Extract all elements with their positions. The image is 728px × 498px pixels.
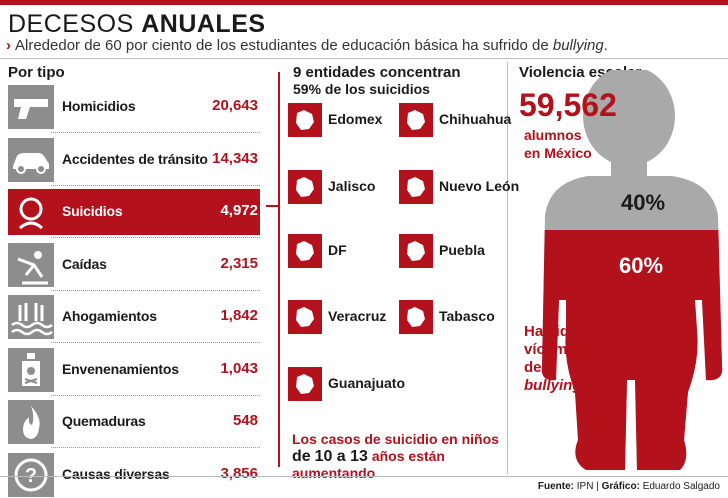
- source-credit: Fuente: IPN | Gráfico: Eduardo Salgado: [537, 481, 720, 492]
- state-name: Jalisco: [328, 178, 376, 194]
- note-line2-post: años están aumentando: [292, 448, 445, 481]
- violence-unit-1: alumnos: [524, 127, 582, 143]
- state-map-icon: [288, 170, 322, 204]
- row-divider: [51, 132, 260, 133]
- row-value: 2,315: [220, 254, 258, 272]
- state-name: Chihuahua: [439, 111, 512, 127]
- row-value: 14,343: [212, 149, 258, 167]
- question-icon: ?: [8, 452, 54, 497]
- subtitle: › Alrededor de 60 por ciento de los estud…: [6, 37, 608, 54]
- subtitle-end: .: [603, 37, 608, 54]
- pct-40-label: 40%: [621, 190, 666, 215]
- state-map-icon: [288, 367, 322, 401]
- violence-unit: alumnos en México: [524, 126, 634, 162]
- note-line2-pre: de: [292, 448, 311, 465]
- head-icon: [8, 190, 54, 234]
- row-label: Homicidios: [62, 98, 136, 114]
- credit-value: Eduardo Salgado: [642, 481, 720, 492]
- header-divider: [0, 58, 728, 59]
- states-heading-2: 59% de los suicidios: [293, 81, 430, 97]
- row-homicidios: Homicidios 20,643: [8, 84, 260, 130]
- row-divider: [51, 289, 260, 291]
- row-quemaduras: Quemaduras 548: [8, 399, 260, 445]
- car-icon: [8, 137, 54, 182]
- row-value: 1,043: [220, 359, 258, 377]
- pct-60-label: 60%: [619, 253, 664, 278]
- violence-total: 59,562: [519, 87, 617, 123]
- poison-bottle-icon: [8, 347, 54, 392]
- note-age-range: 10 a 13: [314, 448, 368, 465]
- row-label: Envenenamientos: [62, 360, 179, 377]
- row-divider: [51, 184, 260, 186]
- row-label: Quemaduras: [62, 413, 146, 429]
- state-map-icon: [399, 234, 433, 268]
- row-label: Accidentes de tránsito: [62, 150, 208, 167]
- states-bracket-tick: [266, 205, 279, 207]
- row-value: 20,643: [212, 97, 258, 114]
- state-map-icon: [399, 300, 433, 334]
- top-accent-bar: [0, 0, 728, 5]
- row-accidentes-de-transito: Accidentes de tránsito 14,343: [8, 137, 260, 183]
- title-light: DECESOS: [8, 10, 134, 38]
- state-name: Veracruz: [328, 308, 387, 324]
- victim-l2: víctima: [524, 341, 576, 358]
- row-label: Ahogamientos: [62, 308, 157, 324]
- row-envenenamientos: Envenenamientos 1,043: [8, 347, 260, 393]
- footer-divider: [0, 476, 728, 477]
- state-name: Guanajuato: [328, 375, 406, 391]
- row-value: 548: [232, 412, 258, 429]
- row-label: Caídas: [62, 255, 107, 272]
- state-map-icon: [288, 103, 322, 137]
- state-name: Tabasco: [439, 308, 495, 324]
- victim-label: Ha sido víctima de bullying: [524, 323, 604, 395]
- row-divider: [51, 237, 260, 238]
- falling-person-icon: [8, 242, 54, 287]
- suicide-note: Los casos de suicidio en niños de 10 a 1…: [292, 431, 522, 482]
- state-map-icon: [399, 103, 433, 137]
- svg-text:?: ?: [25, 465, 37, 487]
- page-title: DECESOS ANUALES: [8, 10, 266, 39]
- flame-icon: [8, 400, 54, 444]
- section-by-type: Por tipo: [8, 64, 65, 81]
- state-map-icon: [399, 170, 433, 204]
- victim-emphasis: bullying: [524, 377, 582, 394]
- subtitle-emphasis: bullying: [552, 37, 604, 54]
- subtitle-text: Alrededor de 60 por ciento de los estudi…: [15, 37, 549, 54]
- gun-icon: [8, 85, 54, 129]
- state-name: Edomex: [328, 111, 383, 127]
- credit-label: Gráfico:: [601, 481, 640, 492]
- chevron-right-icon: ›: [6, 37, 11, 54]
- victim-l1: Ha sido: [524, 323, 579, 340]
- source-label: Fuente:: [537, 481, 574, 492]
- victim-l3: de: [524, 359, 542, 376]
- row-divider: [51, 447, 260, 448]
- column-divider: [507, 62, 508, 474]
- state-name: Nuevo León: [439, 178, 520, 194]
- drowning-hands-icon: [8, 295, 54, 339]
- row-value: 1,842: [220, 307, 258, 324]
- row-divider: [51, 342, 260, 343]
- states-bracket-line: [278, 72, 280, 467]
- state-name: Puebla: [439, 242, 485, 258]
- row-ahogamientos: Ahogamientos 1,842: [8, 294, 260, 340]
- note-line1: Los casos de suicidio en niños: [292, 431, 499, 447]
- source-value: IPN: [576, 481, 594, 492]
- title-bold: ANUALES: [141, 10, 266, 38]
- row-value: 4,972: [220, 202, 258, 219]
- row-label: Causas diversas: [62, 465, 170, 482]
- violence-unit-2: en México: [524, 145, 592, 161]
- state-name: DF: [328, 242, 347, 258]
- row-causas-diversas: ? Causas diversas 3,856: [8, 452, 260, 498]
- row-divider: [51, 394, 260, 396]
- state-map-icon: [288, 234, 322, 268]
- row-suicidios: Suicidios 4,972: [8, 189, 260, 235]
- row-label: Suicidios: [62, 203, 123, 219]
- row-value: 3,856: [220, 464, 258, 482]
- states-heading-1: 9 entidades concentran: [293, 64, 461, 81]
- row-caidas: Caídas 2,315: [8, 242, 260, 288]
- state-map-icon: [288, 300, 322, 334]
